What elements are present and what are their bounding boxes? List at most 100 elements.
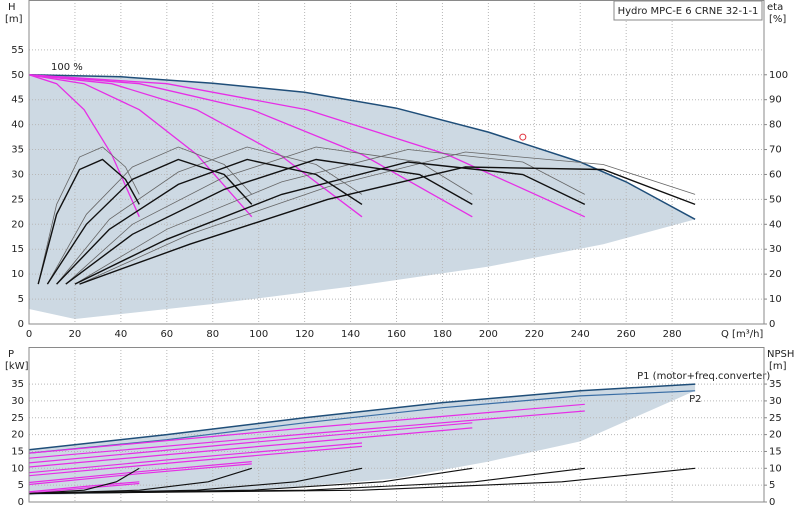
y2-tick-label: 5 (769, 480, 775, 491)
y-tick-label: 50 (11, 70, 24, 81)
curve (28, 467, 252, 495)
curve (28, 390, 696, 454)
x-tick-label: 200 (479, 329, 498, 340)
x-tick-label: 60 (160, 329, 173, 340)
curve (56, 146, 363, 285)
y-tick-label: 10 (11, 463, 24, 474)
y-tick-label: 25 (11, 194, 24, 205)
y-tick-label: 55 (11, 45, 24, 56)
y-tick-label: 20 (11, 219, 24, 230)
curve (28, 74, 473, 218)
x-tick-label: 100 (249, 329, 268, 340)
operating-area (29, 384, 696, 496)
curve (65, 146, 473, 285)
y2-axis-label: eta (767, 2, 783, 13)
y2-tick-label: 30 (769, 396, 782, 407)
curve (28, 74, 586, 218)
curve (28, 410, 585, 459)
x-tick-label: 0 (26, 329, 32, 340)
curve (28, 427, 473, 468)
plot-frame (28, 0, 765, 325)
curve (28, 481, 140, 493)
y-tick-label: 0 (18, 497, 24, 508)
plot-frame (28, 347, 765, 503)
y-tick-label: 30 (11, 169, 24, 180)
curve (79, 166, 696, 285)
y2-tick-label: 90 (769, 95, 782, 106)
operating-area (29, 74, 696, 320)
y-tick-label: 15 (11, 446, 24, 457)
y-tick-label: 25 (11, 413, 24, 424)
curve (79, 151, 696, 285)
y-tick-label: 5 (18, 294, 24, 305)
y-axis-unit: [m] (5, 14, 23, 25)
curve (74, 149, 585, 285)
curve (28, 74, 253, 218)
y2-tick-label: 25 (769, 413, 782, 424)
y2-tick-label: 30 (769, 244, 782, 255)
x-tick-label: 240 (571, 329, 590, 340)
y2-tick-label: 40 (769, 219, 782, 230)
y2-tick-label: 70 (769, 145, 782, 156)
y2-axis-unit: [%] (769, 14, 786, 25)
x-axis-label: Q [m³/h] (721, 329, 763, 340)
curve (74, 161, 586, 285)
y2-tick-label: 80 (769, 120, 782, 131)
curve (28, 463, 252, 486)
curve (56, 158, 363, 285)
y-tick-label: 5 (18, 480, 24, 491)
x-tick-label: 120 (295, 329, 314, 340)
x-tick-label: 140 (341, 329, 360, 340)
y2-axis-label: NPSH (767, 349, 794, 360)
series-label: P2 (689, 394, 701, 405)
x-tick-label: 180 (433, 329, 452, 340)
y-tick-label: 35 (11, 145, 24, 156)
y-axis-label: P (8, 349, 14, 360)
y-tick-label: 10 (11, 269, 24, 280)
curve (28, 403, 585, 454)
duty-point (519, 133, 527, 141)
y2-tick-label: 20 (769, 430, 782, 441)
curve (28, 445, 363, 477)
x-tick-label: 80 (206, 329, 219, 340)
y-tick-label: 0 (18, 319, 24, 330)
x-tick-label: 260 (617, 329, 636, 340)
y2-tick-label: 10 (769, 294, 782, 305)
y-axis-label: H (8, 2, 16, 13)
series-label: 100 % (51, 62, 83, 73)
x-tick-label: 20 (69, 329, 82, 340)
curve (28, 467, 696, 495)
y-tick-label: 20 (11, 430, 24, 441)
chart-title: Hydro MPC-E 6 CRNE 32-1-1 (618, 6, 759, 17)
curve (46, 158, 253, 285)
curve (47, 146, 253, 285)
x-tick-label: 160 (387, 329, 406, 340)
y-tick-label: 30 (11, 396, 24, 407)
y-tick-label: 15 (11, 244, 24, 255)
y2-tick-label: 0 (769, 497, 775, 508)
y2-tick-label: 15 (769, 446, 782, 457)
y2-tick-label: 100 (769, 70, 788, 81)
y-tick-label: 45 (11, 95, 24, 106)
y2-tick-label: 10 (769, 463, 782, 474)
curve (28, 74, 696, 220)
x-tick-label: 220 (525, 329, 544, 340)
curve (28, 383, 696, 451)
curve (28, 482, 140, 494)
y2-tick-label: 0 (769, 319, 775, 330)
x-tick-label: 280 (663, 329, 682, 340)
series-label: P1 (motor+freq.converter) (637, 371, 770, 382)
y2-tick-label: 35 (769, 379, 782, 390)
title-box (613, 0, 763, 21)
y2-tick-label: 50 (769, 194, 782, 205)
y-tick-label: 40 (11, 120, 24, 131)
y2-tick-label: 20 (769, 269, 782, 280)
curve (28, 467, 140, 495)
y2-tick-label: 60 (769, 169, 782, 180)
curve (28, 442, 363, 474)
curve (65, 158, 473, 285)
curve (28, 461, 252, 484)
x-tick-label: 40 (115, 329, 128, 340)
y-tick-label: 35 (11, 379, 24, 390)
